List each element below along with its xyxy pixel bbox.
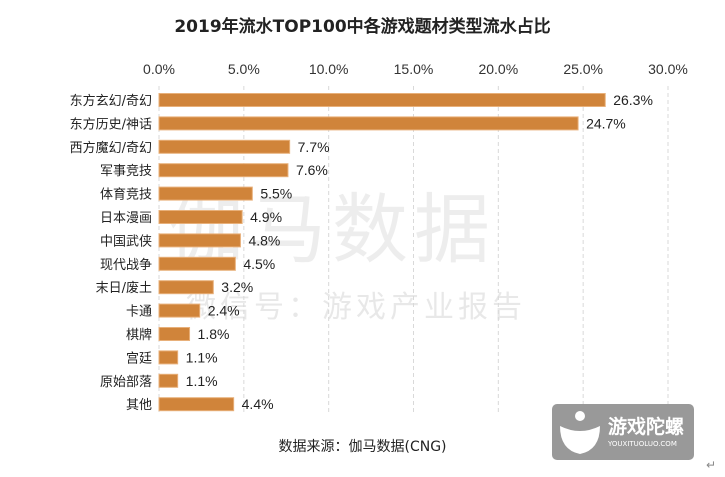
data-label: 5.5% — [260, 186, 292, 202]
x-tick-label: 25.0% — [563, 61, 603, 77]
bar — [158, 280, 214, 295]
category-label: 棋牌 — [126, 327, 152, 343]
category-label: 东方玄幻/奇幻 — [70, 93, 152, 109]
bar — [158, 303, 201, 318]
x-tick-label: 10.0% — [309, 61, 349, 77]
data-label: 1.8% — [198, 326, 230, 342]
bar — [158, 233, 241, 248]
data-label: 4.5% — [243, 256, 275, 272]
logo-text: 游戏陀螺 — [608, 416, 685, 438]
x-tick-label: 30.0% — [648, 61, 688, 77]
data-label: 1.1% — [186, 349, 218, 365]
data-label: 7.6% — [296, 162, 328, 178]
data-label: 4.9% — [250, 209, 282, 225]
bar — [158, 163, 289, 178]
return-mark: ↵ — [706, 458, 717, 472]
category-label: 中国武侠 — [100, 234, 152, 249]
bar — [158, 350, 179, 365]
bar — [158, 139, 291, 154]
x-tick-label: 20.0% — [478, 61, 518, 77]
bar — [158, 116, 579, 131]
bar — [158, 397, 235, 412]
logo-url: YOUXITUOLUO.COM — [608, 440, 677, 448]
data-label: 2.4% — [208, 303, 240, 319]
watermark-sub: 微信号：游戏产业报告 — [186, 290, 526, 325]
bar — [158, 373, 179, 388]
spinning-top-icon — [560, 411, 600, 454]
category-label: 日本漫画 — [100, 211, 152, 226]
bar — [158, 186, 253, 201]
data-label: 26.3% — [613, 92, 653, 108]
source-note: 数据来源：伽马数据(CNG) — [278, 439, 447, 455]
category-label: 东方历史/神话 — [70, 116, 152, 132]
logo: 游戏陀螺 YOUXITUOLUO.COM — [552, 404, 694, 460]
data-label: 4.4% — [242, 396, 274, 412]
data-label: 3.2% — [221, 279, 253, 295]
x-tick-label: 5.0% — [228, 61, 260, 77]
x-tick-label: 0.0% — [143, 61, 175, 77]
x-tick-label: 15.0% — [394, 61, 434, 77]
category-label: 宫廷 — [126, 351, 152, 366]
data-label: 24.7% — [586, 115, 626, 131]
chart-title: 2019年流水TOP100中各游戏题材类型流水占比 — [174, 17, 551, 37]
category-label: 体育竞技 — [100, 187, 152, 203]
category-label: 末日/废土 — [96, 280, 152, 296]
bar — [158, 93, 606, 107]
category-label: 其他 — [126, 398, 152, 413]
data-label: 7.7% — [298, 139, 330, 155]
category-label: 原始部落 — [100, 375, 152, 390]
bar — [158, 327, 191, 341]
bar — [158, 256, 236, 271]
data-label: 1.1% — [186, 373, 218, 389]
category-label: 卡通 — [126, 305, 152, 320]
category-label: 军事竞技 — [100, 163, 152, 179]
data-label: 4.8% — [248, 232, 280, 248]
category-label: 现代战争 — [100, 258, 152, 273]
bar — [158, 210, 243, 224]
category-label: 西方魔幻/奇幻 — [70, 140, 152, 156]
